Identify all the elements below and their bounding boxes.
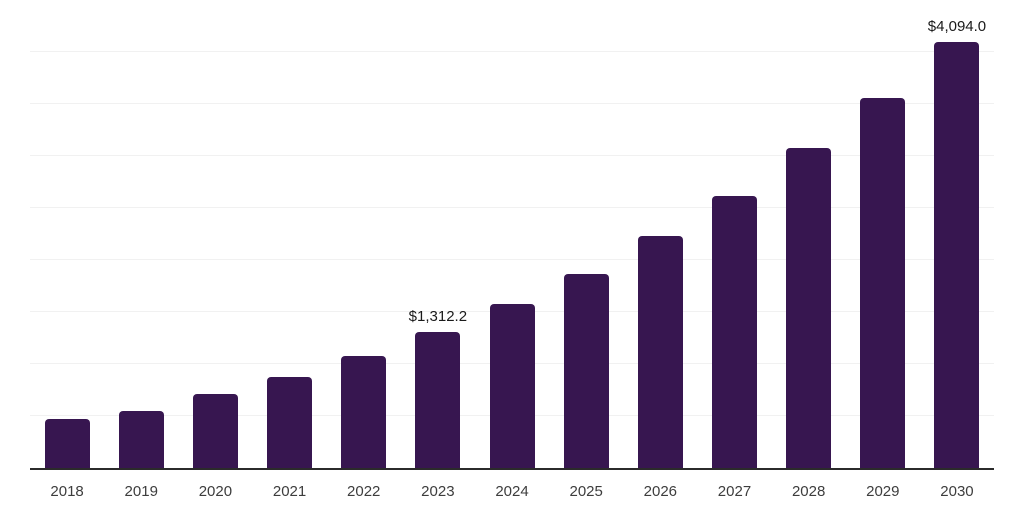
bar-2030 [934, 42, 980, 468]
x-tick-label-2020: 2020 [198, 483, 233, 500]
bar-value-label-2023: $1,312.2 [408, 307, 468, 325]
x-tick-label-2026: 2026 [643, 483, 678, 500]
plot-area: $1,312.2 $4,094.0 [30, 0, 994, 470]
bar-2018 [44, 419, 90, 468]
x-tick-label-2019: 2019 [124, 483, 158, 500]
x-tick-label-2027: 2027 [717, 483, 752, 500]
x-tick-label-2025: 2025 [569, 483, 603, 500]
x-axis-tick-labels: 2018 2019 2020 2021 2022 2023 2024 2025 2026 2027… [30, 482, 994, 504]
bar-2019 [118, 411, 164, 468]
gridline-2500 [30, 207, 994, 208]
bar-slot-2025 [549, 0, 623, 468]
x-tick-label-2030: 2030 [940, 483, 974, 500]
x-tick-label-2023: 2023 [421, 483, 455, 500]
x-tick-label-2018: 2018 [50, 483, 84, 500]
x-tick-label-2028: 2028 [791, 483, 826, 500]
bar-slot-2028 [772, 0, 846, 468]
bar-slot-2022 [327, 0, 401, 468]
bar-2022 [341, 355, 387, 468]
x-tick-label-2029: 2029 [866, 483, 900, 500]
bar-2025 [563, 273, 609, 468]
bar-2021 [267, 376, 313, 468]
bar-slot-2021 [252, 0, 326, 468]
gridline-4000 [30, 51, 994, 52]
gridline-3500 [30, 103, 994, 104]
bar-2029 [860, 98, 906, 468]
bar-2023 [415, 331, 461, 468]
x-tick-label-2021: 2021 [272, 483, 307, 500]
gridline-3000 [30, 155, 994, 156]
x-tick-label-2022: 2022 [347, 483, 381, 500]
gridline-2000 [30, 259, 994, 260]
bar-2026 [637, 235, 683, 468]
bar-slot-2027 [697, 0, 771, 468]
bar-slot-2019 [104, 0, 178, 468]
bar-slot-2023: $1,312.2 [401, 0, 475, 468]
bar-slot-2018 [30, 0, 104, 468]
bar-2027 [711, 195, 757, 468]
bar-slot-2026 [623, 0, 697, 468]
bar-2020 [192, 393, 238, 468]
bars-layer: $1,312.2 $4,094.0 [30, 0, 994, 468]
bar-value-label-2030: $4,094.0 [927, 18, 987, 36]
bar-slot-2030: $4,094.0 [920, 0, 994, 468]
bar-slot-2029 [846, 0, 920, 468]
x-tick-label-2024: 2024 [495, 483, 529, 500]
bar-slot-2020 [178, 0, 252, 468]
bar-slot-2024 [475, 0, 549, 468]
bar-2028 [786, 148, 832, 468]
bar-2024 [489, 304, 535, 468]
